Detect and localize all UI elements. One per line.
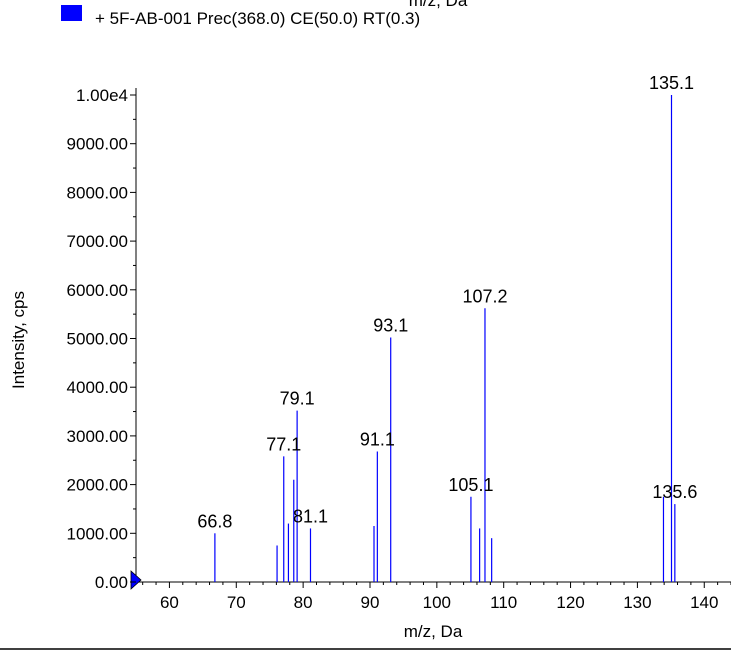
y-tick-label: 1000.00: [67, 524, 128, 543]
x-tick-label: 130: [623, 593, 651, 612]
peak-label: 79.1: [280, 389, 315, 409]
peak-label: 93.1: [373, 316, 408, 336]
x-tick-label: 100: [423, 593, 451, 612]
peak-label: 66.8: [197, 511, 232, 531]
x-axis-title: m/z, Da: [404, 622, 463, 641]
legend-swatch: [61, 5, 82, 21]
peak-label: 107.2: [462, 286, 507, 306]
x-tick-label: 60: [160, 593, 179, 612]
peak-label: 105.1: [448, 475, 493, 495]
axes: [130, 88, 731, 590]
y-tick-label: 8000.00: [67, 183, 128, 202]
legend: + 5F-AB-001 Prec(368.0) CE(50.0) RT(0.3): [61, 5, 420, 28]
y-tick-label: 2000.00: [67, 476, 128, 495]
y-tick-label: 4000.00: [67, 378, 128, 397]
peak-labels: 66.8 77.1 79.1 81.1 91.1 93.1 105.1 107.2 135.1 1…: [197, 73, 697, 531]
x-axis-ticks: 60 70 80 90 100 110 120 130 140: [142, 582, 731, 612]
peak-label: 135.6: [652, 482, 697, 502]
y-tick-label: 9000.00: [67, 135, 128, 154]
x-tick-label: 120: [556, 593, 584, 612]
peak-label: 77.1: [266, 434, 301, 454]
y-tick-label: 5000.00: [67, 330, 128, 349]
x-tick-label: 140: [690, 593, 718, 612]
cut-off-title: m/z, Da: [409, 0, 468, 10]
y-tick-label: 7000.00: [67, 232, 128, 251]
x-tick-label: 70: [227, 593, 246, 612]
peak-label: 135.1: [649, 73, 694, 93]
peak-label: 91.1: [360, 429, 395, 449]
x-tick-label: 110: [490, 593, 517, 612]
y-tick-label: 6000.00: [67, 281, 128, 300]
y-axis-ticks: 0.00 1000.00 2000.00 3000.00 4000.00 5000.00 6…: [67, 86, 136, 592]
x-tick-label: 90: [361, 593, 380, 612]
legend-label: + 5F-AB-001 Prec(368.0) CE(50.0) RT(0.3): [95, 9, 420, 28]
y-tick-label: 1.00e4: [76, 86, 128, 105]
x-tick-label: 80: [294, 593, 313, 612]
y-axis-title: Intensity, cps: [9, 291, 28, 389]
peak-label: 81.1: [293, 506, 328, 526]
y-tick-label: 0.00: [95, 573, 128, 592]
y-tick-label: 3000.00: [67, 427, 128, 446]
spectrum-peaks: [214, 95, 676, 582]
axis-origin-marker: [130, 570, 142, 590]
